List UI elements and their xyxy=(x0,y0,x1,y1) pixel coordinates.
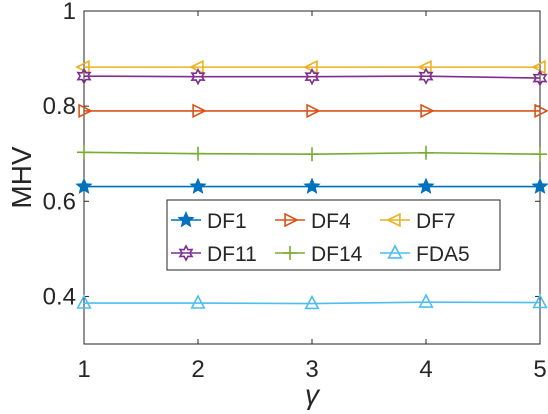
series-layer xyxy=(75,59,548,310)
y-axis-label: MHV xyxy=(6,146,37,209)
data-point-plus xyxy=(419,145,433,160)
x-tick-label: 4 xyxy=(419,356,432,383)
series-fda5 xyxy=(76,293,548,310)
series-df11 xyxy=(76,67,548,87)
data-point-hexagram xyxy=(532,69,548,87)
data-point-triangle-left xyxy=(531,59,546,75)
data-point-triangle-up xyxy=(418,293,434,308)
legend-label: FDA5 xyxy=(416,243,470,266)
legend-item-df14: DF14 xyxy=(275,243,363,266)
series-df14 xyxy=(77,145,547,162)
data-point-hexagram xyxy=(418,67,434,85)
x-tick-label: 1 xyxy=(77,356,90,383)
series-df4 xyxy=(78,103,548,119)
axes: 1 2 3 4 5 0.4 0.6 0.8 1 xyxy=(43,0,547,383)
data-point-triangle-right xyxy=(284,212,299,228)
x-tick-label: 5 xyxy=(533,356,546,383)
data-point-triangle-left xyxy=(386,212,401,228)
data-point-star xyxy=(189,177,207,194)
data-point-hexagram xyxy=(190,67,206,86)
data-point-star xyxy=(75,177,93,194)
legend-item-fda5: FDA5 xyxy=(380,243,470,266)
legend-item-df11: DF11 xyxy=(171,243,257,266)
data-point-hexagram xyxy=(76,67,92,85)
data-point-triangle-right xyxy=(306,103,321,119)
series-line xyxy=(84,301,541,305)
data-point-triangle-right xyxy=(534,103,548,119)
data-point-hexagram xyxy=(304,67,320,86)
data-point-hexagram xyxy=(178,244,194,262)
legend-item-df1: DF1 xyxy=(171,210,247,233)
legend: DF1 DF4 DF7 DF11 DF14 FDA5 xyxy=(166,199,501,271)
x-tick-label: 2 xyxy=(191,356,204,383)
data-point-triangle-right xyxy=(192,103,207,119)
data-point-plus xyxy=(191,146,205,161)
series-line xyxy=(83,75,541,79)
x-axis-label: γ xyxy=(305,379,321,410)
series-df1 xyxy=(75,177,548,194)
y-tick-label: 0.6 xyxy=(43,188,76,215)
x-tick-label: 3 xyxy=(305,356,318,383)
data-point-triangle-up xyxy=(387,244,403,259)
y-tick-label: 0.4 xyxy=(43,283,76,310)
data-point-plus xyxy=(533,147,547,162)
data-point-star xyxy=(303,177,321,194)
legend-label: DF11 xyxy=(207,243,257,266)
legend-label: DF1 xyxy=(207,210,247,233)
data-point-triangle-right xyxy=(420,103,435,119)
y-tick-label: 1 xyxy=(63,0,76,25)
data-point-star xyxy=(531,177,548,194)
legend-item-df7: DF7 xyxy=(380,210,456,233)
legend-box xyxy=(166,199,501,271)
data-point-triangle-up xyxy=(304,294,320,310)
data-point-plus xyxy=(305,147,319,162)
data-point-star xyxy=(177,210,195,228)
data-point-triangle-up xyxy=(532,293,548,309)
legend-label: DF7 xyxy=(416,210,456,233)
legend-item-df4: DF4 xyxy=(275,210,351,233)
data-point-plus xyxy=(283,246,297,260)
data-point-triangle-right xyxy=(78,103,93,119)
data-point-plus xyxy=(77,145,91,160)
y-tick-label: 0.8 xyxy=(43,93,76,120)
legend-label: DF14 xyxy=(311,243,363,266)
data-point-triangle-up xyxy=(76,294,92,309)
data-point-triangle-up xyxy=(190,294,206,309)
data-point-star xyxy=(417,177,435,194)
legend-label: DF4 xyxy=(311,210,351,233)
